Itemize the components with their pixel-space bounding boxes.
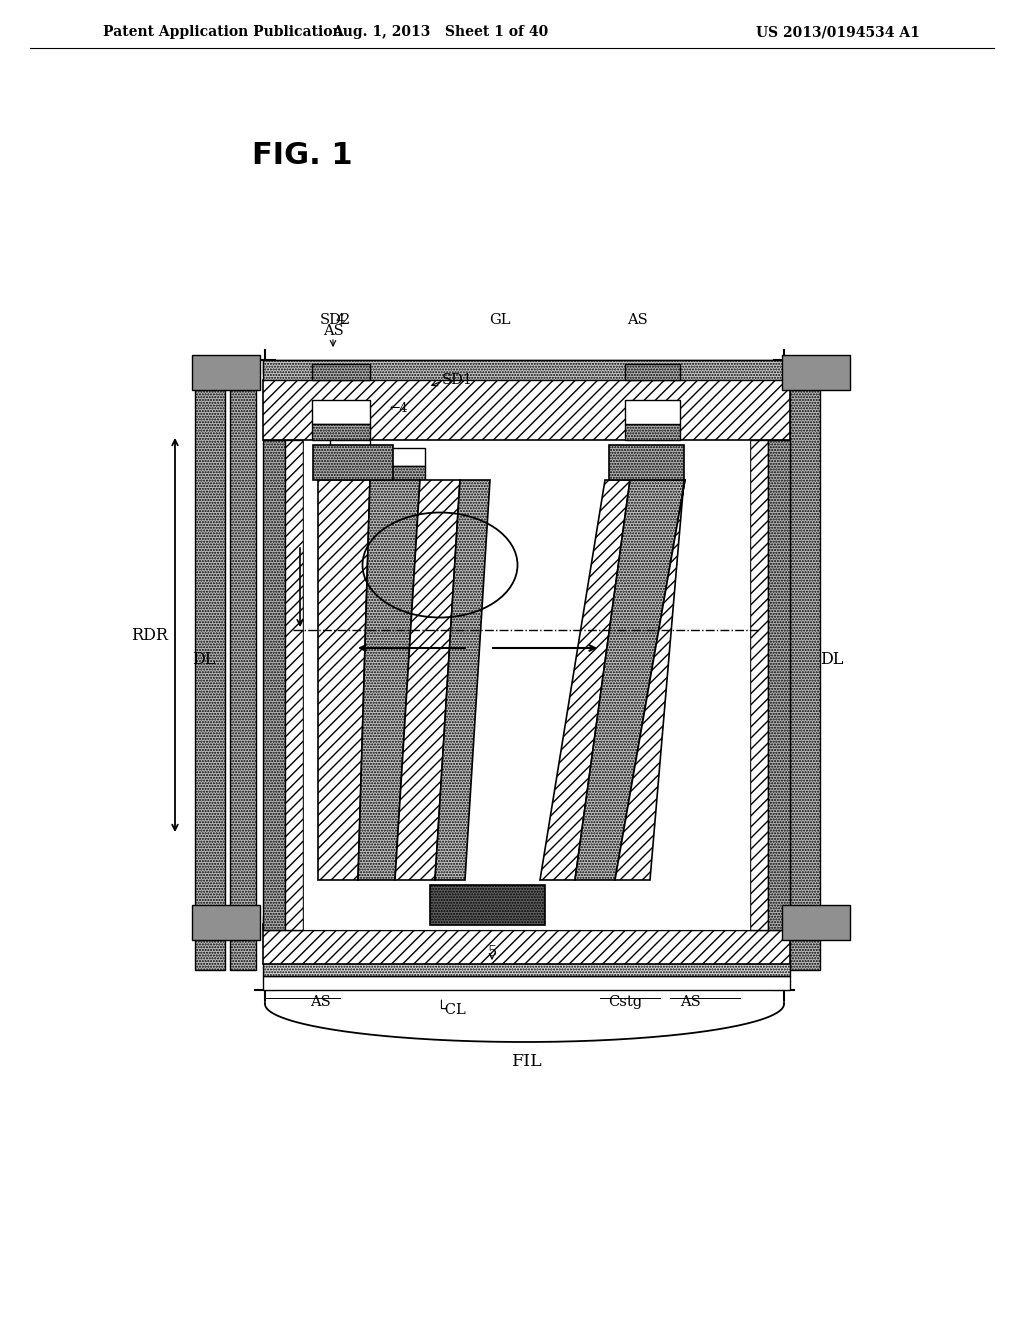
Text: CT: CT (347, 418, 369, 432)
Text: 5: 5 (478, 898, 487, 911)
Text: 5: 5 (487, 945, 497, 960)
Text: Aug. 1, 2013   Sheet 1 of 40: Aug. 1, 2013 Sheet 1 of 40 (332, 25, 548, 40)
Bar (430, 884, 545, 925)
Text: └CL: └CL (436, 1003, 466, 1018)
Text: RDR: RDR (131, 627, 168, 644)
Bar (330, 466, 370, 490)
Bar (263, 924, 790, 964)
Bar (263, 975, 790, 990)
Text: l.—: l.— (282, 628, 302, 642)
Polygon shape (435, 480, 490, 880)
Polygon shape (395, 480, 460, 880)
Text: DL: DL (191, 652, 215, 668)
Bar (350, 447, 425, 466)
Text: θ: θ (536, 842, 544, 854)
Bar (312, 400, 370, 424)
Text: θ: θ (354, 842, 361, 854)
Bar (195, 375, 225, 970)
Text: AS: AS (323, 323, 343, 338)
Bar (764, 375, 790, 970)
Bar (312, 364, 370, 380)
Text: θ: θ (580, 842, 588, 854)
Polygon shape (575, 480, 685, 880)
Bar (263, 360, 790, 374)
Text: EDR: EDR (377, 663, 410, 677)
Text: EDR: EDR (526, 663, 560, 677)
Bar (625, 400, 680, 424)
Text: PX: PX (532, 686, 553, 700)
Bar (263, 962, 790, 975)
Bar (263, 916, 790, 931)
Polygon shape (318, 480, 370, 880)
Bar (625, 364, 680, 380)
Text: SD1: SD1 (442, 374, 473, 387)
Text: AS: AS (309, 995, 331, 1008)
Text: └BM: └BM (440, 853, 474, 867)
Polygon shape (615, 480, 685, 880)
Bar (230, 375, 256, 970)
Text: FIG. 1: FIG. 1 (252, 140, 352, 169)
Text: A: A (444, 533, 456, 550)
Polygon shape (540, 480, 630, 880)
Bar (193, 355, 260, 389)
Bar (350, 466, 425, 484)
Text: Cstg: Cstg (608, 995, 642, 1008)
Text: θ: θ (393, 842, 401, 854)
Text: Patent Application Publication: Patent Application Publication (103, 25, 343, 40)
Text: ←4: ←4 (390, 401, 409, 414)
Text: 4: 4 (335, 313, 344, 327)
Bar (313, 445, 393, 480)
Bar (750, 440, 768, 931)
Bar (263, 360, 790, 380)
Bar (330, 440, 370, 466)
Bar (312, 424, 370, 440)
Bar (790, 375, 820, 970)
Text: 31a: 31a (710, 543, 737, 557)
Text: DL: DL (820, 652, 844, 668)
Text: SD2: SD2 (319, 313, 351, 327)
Text: AS: AS (627, 313, 647, 327)
Text: AS: AS (680, 995, 700, 1008)
Bar (263, 380, 790, 440)
Bar (263, 440, 285, 931)
Polygon shape (358, 480, 420, 880)
Bar (768, 440, 790, 931)
Text: CT: CT (626, 418, 646, 432)
Bar (285, 440, 303, 931)
Bar (625, 424, 680, 440)
Text: 31a: 31a (267, 528, 295, 543)
Bar (609, 445, 684, 480)
Text: GL: GL (489, 313, 511, 327)
Text: US 2013/0194534 A1: US 2013/0194534 A1 (756, 25, 920, 40)
Bar (782, 355, 850, 389)
Bar (782, 906, 850, 940)
Text: FIL: FIL (512, 1053, 543, 1071)
Bar (303, 440, 750, 931)
Bar (193, 906, 260, 940)
